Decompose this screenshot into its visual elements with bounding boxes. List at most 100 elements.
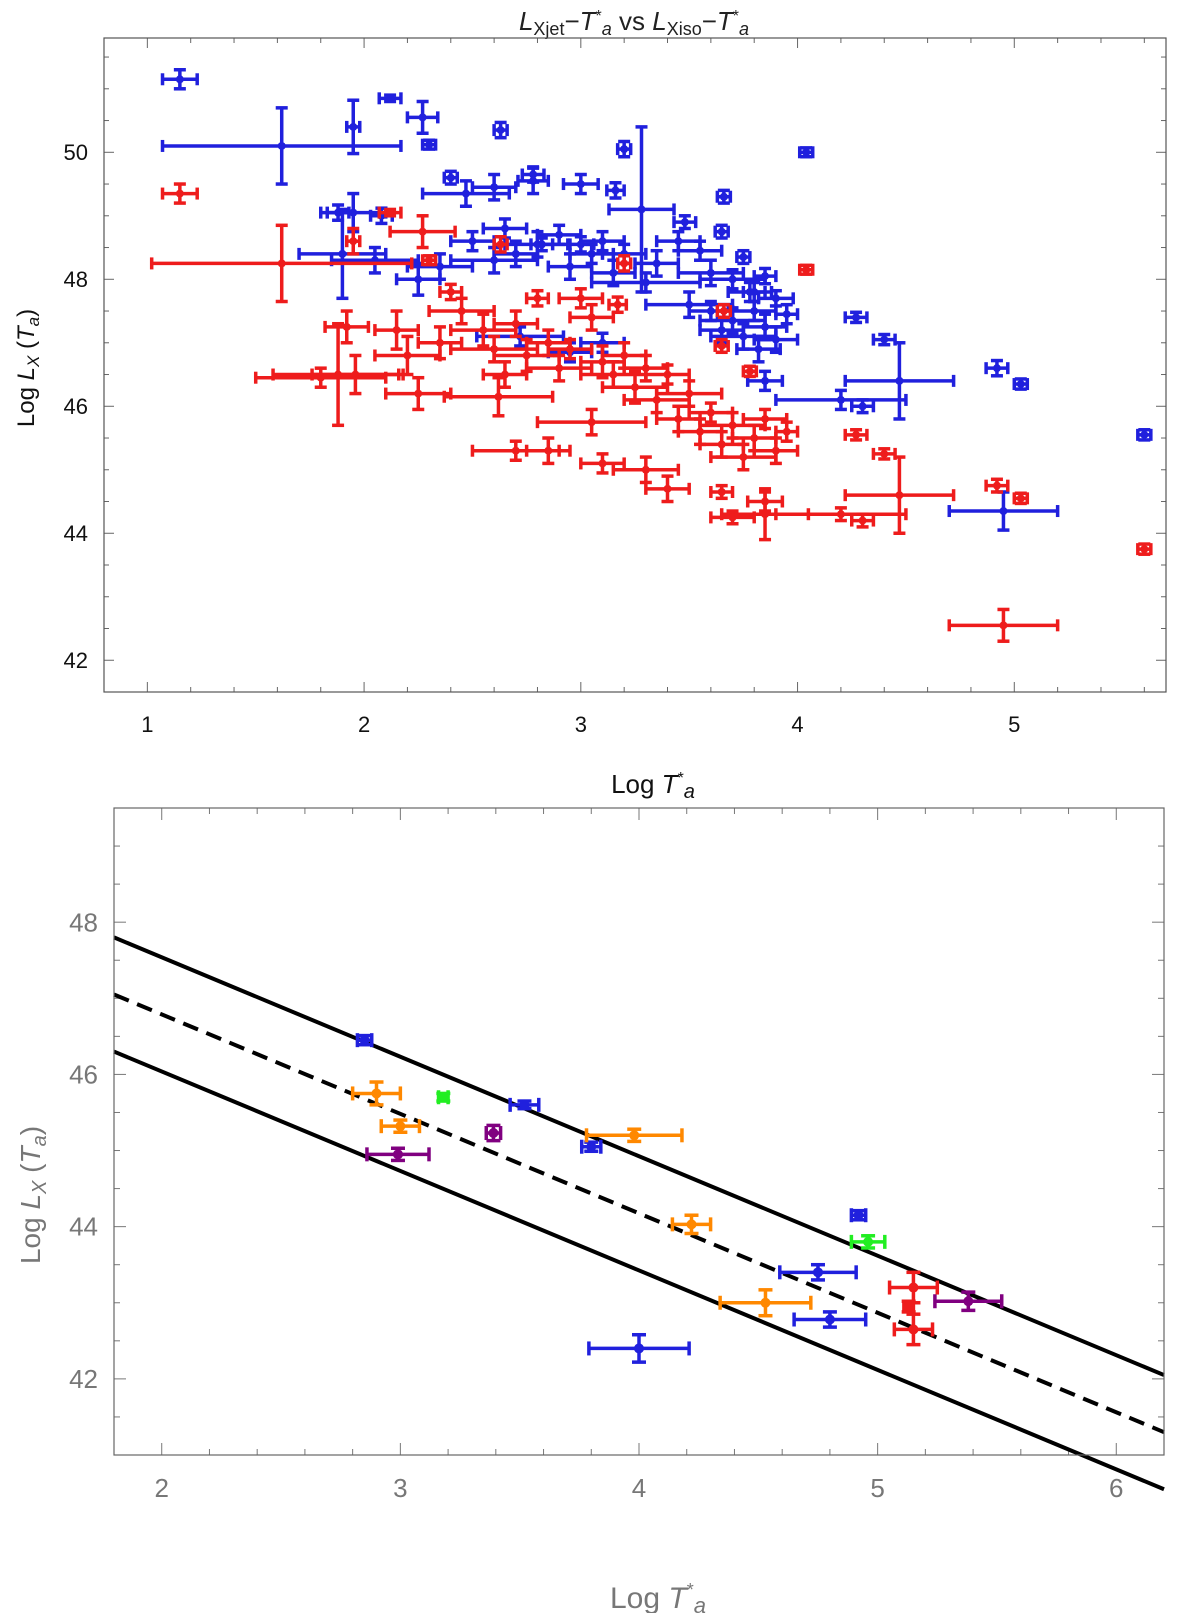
data-point-LXjet: [947, 490, 1060, 532]
data-point-orange: [379, 1118, 422, 1135]
data-point-LXjet: [589, 271, 702, 294]
data-point-LXjet: [672, 214, 698, 231]
data-point-LXiso: [323, 309, 371, 345]
data-point-LXjet: [726, 280, 774, 304]
data-point-LXiso: [373, 309, 421, 351]
data-point-LXjet: [1136, 428, 1153, 442]
data-point-LXiso: [715, 302, 733, 320]
data-point-LXjet: [442, 169, 460, 186]
bottom-chart-tick-labels: 2 3 4 5 6 42 44 46 48: [69, 907, 1123, 1503]
data-point-LXjet: [730, 299, 778, 323]
data-point-LXjet: [470, 172, 518, 202]
bottom-chart-ylabel: Log LX (Ta): [15, 1126, 51, 1264]
fit-line-upper-bound: [113, 935, 1165, 1377]
data-point-LXjet: [160, 67, 199, 91]
data-point-LXiso: [524, 288, 551, 308]
data-point-LXiso: [709, 483, 735, 501]
data-point-LXjet: [984, 358, 1010, 378]
data-point-LXjet: [615, 139, 633, 159]
y-tick-label: 44: [69, 1212, 98, 1242]
data-point-LXiso: [442, 375, 555, 418]
data-point-LXiso: [698, 429, 746, 459]
data-point-blue: [508, 1097, 541, 1112]
data-point-LXjet: [745, 369, 785, 393]
data-point-LXiso: [377, 206, 403, 219]
data-point-LXjet: [713, 223, 730, 240]
data-point-orange: [670, 1213, 713, 1236]
data-point-LXjet: [405, 99, 440, 135]
x-tick-label: 4: [791, 712, 803, 737]
data-point-blue: [792, 1310, 868, 1329]
data-point-LXjet: [481, 217, 529, 240]
data-point-LXjet: [735, 334, 782, 364]
data-point-LXjet: [797, 146, 815, 159]
data-point-blue: [587, 1332, 691, 1364]
y-tick-label: 44: [64, 521, 88, 546]
data-point-LXiso: [438, 282, 464, 302]
data-point-LXjet: [774, 388, 908, 412]
data-point-LXjet: [774, 302, 800, 326]
top-chart-ticks: [103, 38, 1166, 693]
data-point-blue: [778, 1262, 858, 1282]
data-point-red: [892, 1312, 935, 1347]
data-point-LXiso: [492, 234, 509, 254]
data-point-LXiso: [615, 254, 633, 273]
data-point-LXjet: [1012, 377, 1030, 391]
data-point-LXiso: [984, 477, 1010, 494]
data-point-purple: [933, 1290, 1004, 1313]
top-chart-data-marks: [149, 67, 1153, 643]
data-point-green: [436, 1090, 451, 1105]
data-point-LXiso: [644, 474, 691, 504]
data-point-LXjet: [561, 172, 600, 196]
y-tick-label: 42: [64, 648, 88, 673]
y-tick-label: 42: [69, 1364, 98, 1394]
data-point-LXjet: [849, 398, 876, 415]
data-point-LXiso: [568, 302, 616, 332]
fit-line-lower-bound: [113, 1049, 1165, 1492]
data-point-LXiso: [947, 607, 1060, 643]
data-point-green: [849, 1234, 887, 1250]
data-point-LXiso: [849, 512, 876, 529]
data-point-orange: [350, 1080, 403, 1107]
top-chart-title: LXjet−T*a vs LXiso−T*a: [519, 6, 749, 39]
data-point-LXjet: [654, 229, 702, 253]
data-point-blue: [849, 1208, 868, 1223]
data-point-purple: [484, 1123, 503, 1143]
data-point-LXiso: [1136, 542, 1153, 556]
data-point-LXjet: [160, 106, 403, 186]
data-point-LXjet: [579, 229, 626, 253]
data-point-orange: [584, 1127, 684, 1144]
top-chart-frame: [103, 37, 1167, 693]
data-point-LXiso: [160, 182, 199, 205]
data-point-LXiso: [797, 263, 815, 276]
data-point-LXjet: [843, 341, 956, 421]
data-point-LXjet: [676, 239, 724, 262]
data-point-LXiso: [607, 295, 629, 315]
top-chart-ylabel: Log LX (Ta): [13, 309, 43, 427]
data-point-LXiso: [344, 226, 362, 256]
data-point-LXiso: [427, 296, 496, 326]
top-chart-tick-labels: 1 2 3 4 5 42 44 46 48 50: [64, 140, 1021, 737]
data-point-LXiso: [420, 254, 438, 267]
x-tick-label: 1: [141, 712, 153, 737]
bottom-chart-fit-lines: [113, 935, 1165, 1492]
data-point-LXjet: [589, 258, 637, 288]
data-point-red: [901, 1299, 916, 1314]
x-tick-label: 2: [154, 1473, 168, 1503]
data-point-LXjet: [633, 248, 681, 278]
data-point-LXiso: [481, 360, 529, 389]
y-tick-label: 46: [64, 394, 88, 419]
bottom-chart-frame: [113, 807, 1165, 1456]
data-point-LXjet: [566, 234, 596, 254]
data-point-LXiso: [373, 334, 442, 377]
data-point-LXjet: [297, 207, 388, 301]
data-point-LXiso: [492, 309, 540, 339]
data-point-red: [887, 1270, 940, 1305]
data-point-LXjet: [735, 248, 752, 266]
data-point-LXjet: [377, 92, 403, 105]
data-point-LXjet: [756, 288, 795, 308]
data-point-LXiso: [774, 420, 800, 443]
fit-line-best-fit: [113, 992, 1165, 1435]
data-point-orange: [718, 1288, 813, 1318]
x-tick-label: 5: [870, 1473, 884, 1503]
